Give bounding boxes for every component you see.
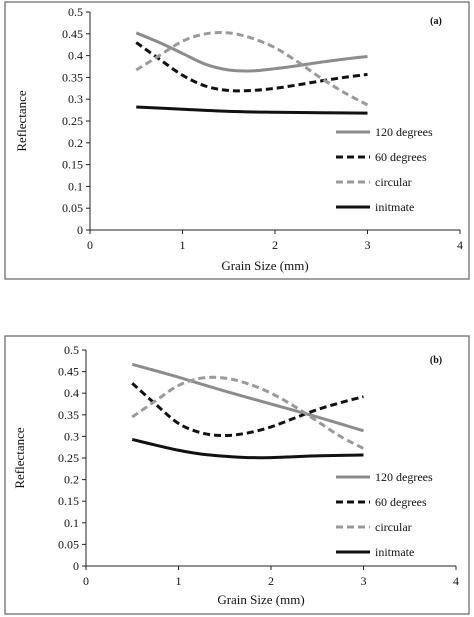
series-line-120-degrees — [131, 362, 364, 433]
y-tick-label: 0.05 — [58, 537, 79, 551]
y-tick-label: 0.1 — [68, 179, 83, 193]
series-line-initmate — [131, 437, 364, 460]
y-tick-label: 0.15 — [62, 158, 83, 172]
y-tick-label: 0 — [73, 559, 79, 573]
y-axis-title: Reflectance — [12, 427, 27, 489]
legend-label-circular: circular — [375, 520, 412, 534]
series-line-120-degrees — [135, 31, 368, 73]
x-tick-label: 0 — [87, 238, 93, 252]
x-tick-label: 1 — [176, 574, 182, 588]
y-tick-label: 0.2 — [64, 473, 79, 487]
legend: 120 degrees 60 degrees circular initmate — [336, 470, 433, 559]
y-tick-label: 0.45 — [58, 365, 79, 379]
legend-label-initmate: initmate — [375, 200, 414, 214]
legend-label-circular: circular — [375, 175, 412, 189]
x-axis-title: Grain Size (mm) — [217, 592, 304, 607]
y-tick-label: 0.25 — [62, 114, 83, 128]
y-tick-label: 0.3 — [64, 429, 79, 443]
panel-tag: (b) — [430, 355, 442, 366]
y-tick-label: 0.3 — [68, 92, 83, 106]
legend: 120 degrees 60 degrees circular initmate — [336, 125, 433, 214]
legend-label-initmate: initmate — [375, 545, 414, 559]
series-line-circular — [131, 375, 365, 450]
series-line-60-degrees — [135, 41, 368, 93]
y-tick-label: 0.5 — [68, 5, 83, 19]
x-tick-label: 4 — [457, 238, 463, 252]
chart-panel-a: 0 0.05 0.1 0.15 0.2 0.25 0.3 0.35 0.4 0.45 0.5 0 1 2 3… — [4, 1, 470, 280]
x-tick-label: 2 — [268, 574, 274, 588]
series-line-60-degrees — [131, 382, 364, 438]
x-tick-label: 0 — [83, 574, 89, 588]
y-tick-label: 0.35 — [62, 70, 83, 84]
panel-tag: (a) — [430, 16, 442, 27]
x-tick-label: 3 — [365, 238, 371, 252]
y-tick-label: 0.4 — [68, 49, 83, 63]
legend-label-120-degrees: 120 degrees — [375, 470, 433, 484]
y-tick-label: 0.5 — [64, 343, 79, 357]
x-tick-label: 1 — [180, 238, 186, 252]
series-line-initmate — [136, 105, 368, 115]
y-tick-label: 0.45 — [62, 27, 83, 41]
x-axis-title: Grain Size (mm) — [221, 258, 308, 273]
legend-label-120-degrees: 120 degrees — [375, 125, 433, 139]
x-tick-label: 2 — [272, 238, 278, 252]
y-tick-label: 0 — [77, 223, 83, 237]
panel-frame — [4, 1, 470, 280]
y-tick-label: 0.15 — [58, 494, 79, 508]
series-line-circular — [135, 31, 369, 107]
x-tick-label: 4 — [453, 574, 459, 588]
legend-label-60-degrees: 60 degrees — [375, 495, 427, 509]
x-tick-label: 3 — [361, 574, 367, 588]
panel-frame — [4, 335, 470, 615]
y-tick-label: 0.2 — [68, 136, 83, 150]
chart-panel-b: 0 0.05 0.1 0.15 0.2 0.25 0.3 0.35 0.4 0.45 0.5 0 1 2 3… — [4, 335, 470, 615]
legend-label-60-degrees: 60 degrees — [375, 150, 427, 164]
y-tick-label: 0.1 — [64, 516, 79, 530]
y-axis-title: Reflectance — [14, 90, 29, 152]
y-tick-label: 0.4 — [64, 386, 79, 400]
y-tick-label: 0.05 — [62, 201, 83, 215]
y-tick-label: 0.35 — [58, 408, 79, 422]
y-tick-label: 0.25 — [58, 451, 79, 465]
